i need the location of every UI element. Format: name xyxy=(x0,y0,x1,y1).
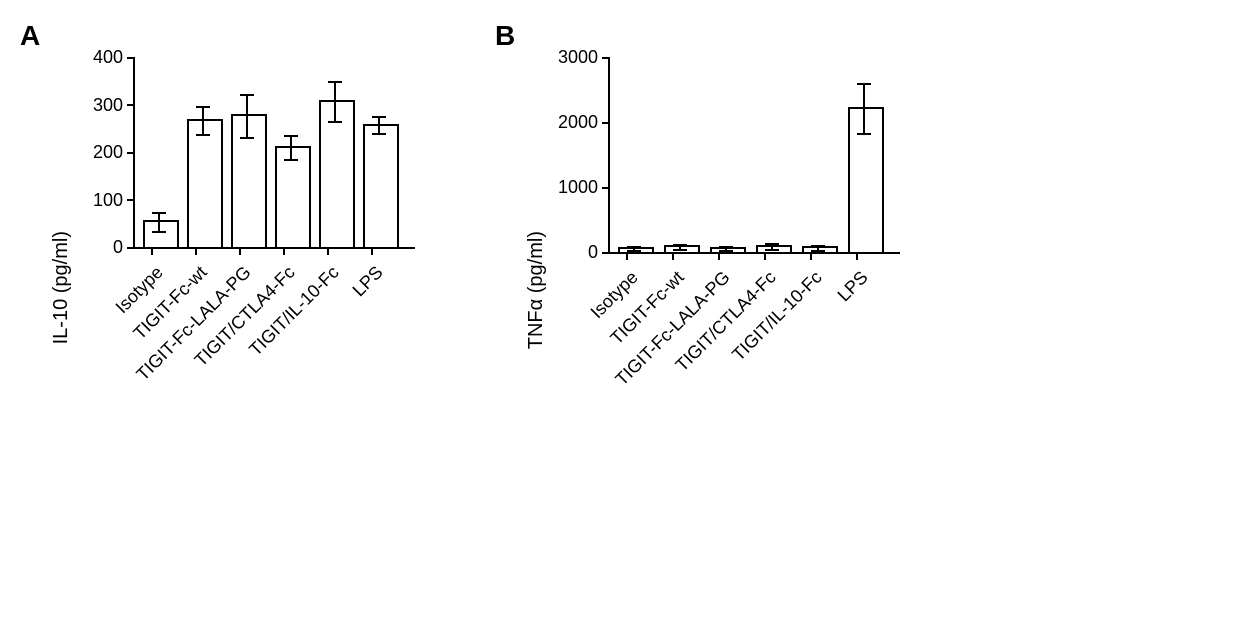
error-bar xyxy=(378,117,380,134)
error-cap-bottom xyxy=(284,159,298,161)
bar xyxy=(187,119,223,247)
error-cap-top xyxy=(857,83,871,85)
chart-a-area: 0100200300400 IsotypeTIGIT-Fc-wtTIGIT-Fc… xyxy=(78,57,415,399)
error-bar xyxy=(290,136,292,160)
bar xyxy=(231,114,267,247)
y-tick-label: 0 xyxy=(113,237,127,258)
bar-group xyxy=(710,57,742,252)
error-cap-bottom xyxy=(719,250,733,252)
bar-group xyxy=(231,57,263,247)
x-tick xyxy=(856,254,858,260)
error-cap-top xyxy=(240,94,254,96)
error-cap-top xyxy=(284,135,298,137)
bar xyxy=(275,146,311,247)
error-cap-bottom xyxy=(328,121,342,123)
bar-group xyxy=(802,57,834,252)
x-tick xyxy=(626,254,628,260)
x-label: LPS xyxy=(834,267,873,306)
error-cap-bottom xyxy=(627,250,641,252)
chart-a-xlabels: IsotypeTIGIT-Fc-wtTIGIT-Fc-LALA-PGTIGIT/… xyxy=(128,249,408,399)
y-tick: 100 xyxy=(93,190,133,211)
y-tick: 200 xyxy=(93,142,133,163)
error-cap-bottom xyxy=(765,249,779,251)
bar-group xyxy=(319,57,351,247)
chart-a-ylabel: IL-10 (pg/ml) xyxy=(50,111,73,344)
x-tick xyxy=(151,249,153,255)
panel-a-label: A xyxy=(20,20,40,52)
y-tick-label: 1000 xyxy=(558,177,602,198)
error-cap-bottom xyxy=(372,133,386,135)
error-cap-top xyxy=(811,245,825,247)
panel-b-label: B xyxy=(495,20,515,52)
y-tick-label: 200 xyxy=(93,142,127,163)
error-cap-top xyxy=(196,106,210,108)
chart-a-plot xyxy=(133,57,415,249)
error-bar xyxy=(334,82,336,122)
y-tick: 3000 xyxy=(558,47,608,68)
bar xyxy=(363,124,399,247)
x-tick xyxy=(764,254,766,260)
error-bar xyxy=(246,95,248,138)
panel-a: A IL-10 (pg/ml) 0 100 200 300 400 IsotypeTIG… xyxy=(20,20,415,404)
error-bar xyxy=(863,84,865,133)
y-tick-label: 2000 xyxy=(558,112,602,133)
chart-b-yaxis: 0100020003000 xyxy=(553,57,608,252)
error-cap-top xyxy=(765,243,779,245)
bar-group xyxy=(664,57,696,252)
bar xyxy=(143,220,179,247)
x-tick xyxy=(283,249,285,255)
error-cap-top xyxy=(328,81,342,83)
error-cap-bottom xyxy=(152,231,166,233)
x-tick xyxy=(810,254,812,260)
bar xyxy=(848,107,884,252)
x-tick xyxy=(239,249,241,255)
bar-group xyxy=(187,57,219,247)
error-bar xyxy=(158,213,160,232)
y-tick: 400 xyxy=(93,47,133,68)
error-cap-bottom xyxy=(196,134,210,136)
error-cap-top xyxy=(152,212,166,214)
bar-group xyxy=(275,57,307,247)
panel-b: B TNFα (pg/ml) 0 1000 2000 3000 IsotypeTIGI… xyxy=(495,20,900,404)
y-tick-label: 400 xyxy=(93,47,127,68)
chart-b-plot xyxy=(608,57,900,254)
error-cap-top xyxy=(372,116,386,118)
error-bar xyxy=(202,107,204,136)
error-cap-top xyxy=(627,246,641,248)
bar-group xyxy=(848,57,880,252)
error-cap-top xyxy=(673,244,687,246)
chart-b-ylabel: TNFα (pg/ml) xyxy=(525,111,548,349)
error-cap-bottom xyxy=(673,249,687,251)
bar-group xyxy=(143,57,175,247)
bar-group xyxy=(618,57,650,252)
y-tick-label: 300 xyxy=(93,95,127,116)
chart-a-wrapper: IL-10 (pg/ml) 0100200300400 IsotypeTIGIT… xyxy=(50,57,415,399)
chart-b-xlabels: IsotypeTIGIT-Fc-wtTIGIT-Fc-LALA-PGTIGIT/… xyxy=(603,254,893,404)
x-tick xyxy=(327,249,329,255)
error-cap-bottom xyxy=(811,250,825,252)
error-cap-top xyxy=(719,246,733,248)
y-tick: 300 xyxy=(93,95,133,116)
chart-a-yaxis: 0100200300400 xyxy=(78,57,133,247)
error-cap-bottom xyxy=(240,137,254,139)
y-tick: 2000 xyxy=(558,112,608,133)
x-tick xyxy=(195,249,197,255)
y-tick: 1000 xyxy=(558,177,608,198)
y-tick-label: 100 xyxy=(93,190,127,211)
x-tick xyxy=(371,249,373,255)
bar-group xyxy=(756,57,788,252)
x-label: LPS xyxy=(349,262,388,301)
error-cap-bottom xyxy=(857,133,871,135)
x-tick xyxy=(672,254,674,260)
y-tick-label: 0 xyxy=(588,242,602,263)
chart-b-wrapper: TNFα (pg/ml) 0100020003000 IsotypeTIGIT-… xyxy=(525,57,900,404)
y-tick-label: 3000 xyxy=(558,47,602,68)
x-tick xyxy=(718,254,720,260)
chart-b-area: 0100020003000 IsotypeTIGIT-Fc-wtTIGIT-Fc… xyxy=(553,57,900,404)
bar-group xyxy=(363,57,395,247)
